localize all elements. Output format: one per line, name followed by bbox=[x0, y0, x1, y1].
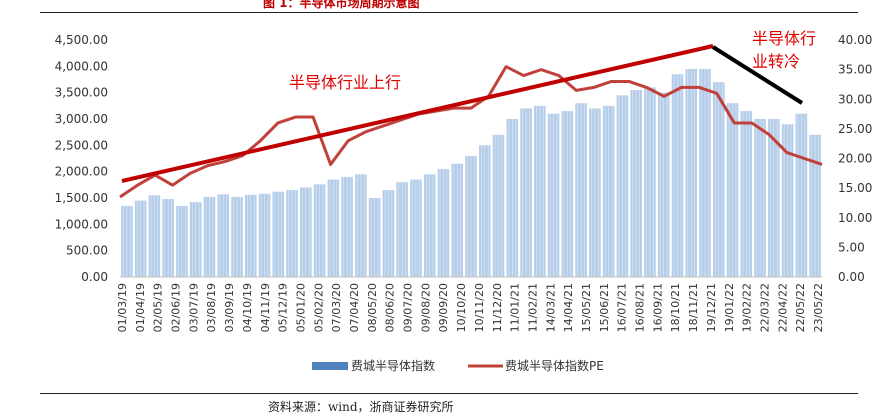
annotation-downcycle-line2: 业转冷 bbox=[752, 52, 800, 71]
x-tick-label: 22/03/22 bbox=[758, 283, 771, 332]
legend-label-index: 费城半导体指数 bbox=[351, 358, 435, 373]
x-tick-label: 05/12/19 bbox=[277, 283, 290, 332]
y-left-tick-label: 4,000.00 bbox=[55, 59, 108, 73]
x-tick-label: 15/06/21 bbox=[598, 283, 611, 332]
y-left-tick-label: 0.00 bbox=[81, 270, 108, 284]
x-tick-label: 01/03/19 bbox=[116, 283, 129, 332]
x-tick-label: 14/04/21 bbox=[562, 283, 575, 332]
y-right-tick-label: 15.00 bbox=[838, 181, 872, 195]
y-left-tick-label: 500.00 bbox=[66, 244, 108, 258]
x-tick-label: 22/05/22 bbox=[794, 283, 807, 332]
legend-swatch-index bbox=[312, 362, 348, 370]
x-tick-label: 09/09/20 bbox=[437, 283, 450, 332]
legend-label-pe: 费城半导体指数PE bbox=[505, 358, 604, 373]
x-tick-label: 01/04/19 bbox=[134, 283, 147, 332]
y-right-tick-label: 20.00 bbox=[838, 152, 872, 166]
x-tick-label: 19/12/21 bbox=[705, 283, 718, 332]
figure-title: 图 1：半导体市场周期示意图 bbox=[263, 0, 420, 10]
uptrend-line bbox=[121, 44, 714, 183]
y-left-tick-label: 4,500.00 bbox=[55, 33, 108, 47]
annotation-downcycle-line1: 半导体行 bbox=[752, 29, 816, 48]
x-tick-label: 03/07/19 bbox=[187, 283, 200, 332]
x-tick-label: 09/08/20 bbox=[419, 283, 432, 332]
x-tick-label: 11/01/21 bbox=[509, 283, 522, 332]
x-tick-label: 14/03/21 bbox=[544, 283, 557, 332]
y-left-tick-label: 3,500.00 bbox=[55, 86, 108, 100]
x-tick-label: 11/02/21 bbox=[526, 283, 539, 332]
x-tick-label: 16/09/21 bbox=[651, 283, 664, 332]
x-tick-label: 09/07/20 bbox=[402, 283, 415, 332]
y-left-tick-label: 1,000.00 bbox=[55, 217, 108, 231]
bottom-rule bbox=[40, 393, 858, 394]
x-tick-label: 07/04/20 bbox=[348, 283, 361, 332]
y-right-tick-label: 40.00 bbox=[838, 33, 872, 47]
source-note: 资料来源：wind，浙商证券研究所 bbox=[268, 400, 454, 414]
x-tick-label: 05/01/20 bbox=[294, 283, 307, 332]
x-tick-label: 03/09/19 bbox=[223, 283, 236, 332]
x-tick-label: 11/12/20 bbox=[491, 283, 504, 332]
y-right-tick-label: 35.00 bbox=[838, 63, 872, 77]
x-tick-label: 19/02/22 bbox=[741, 283, 754, 332]
x-tick-label: 15/05/21 bbox=[580, 283, 593, 332]
pe-line bbox=[119, 65, 823, 199]
x-tick-label: 02/06/19 bbox=[170, 283, 183, 332]
x-tick-label: 22/04/22 bbox=[776, 283, 789, 332]
x-tick-label: 10/10/20 bbox=[455, 283, 468, 332]
x-tick-label: 08/05/20 bbox=[366, 283, 379, 332]
y-left-tick-label: 2,000.00 bbox=[55, 165, 108, 179]
x-tick-label: 18/11/21 bbox=[687, 283, 700, 332]
x-tick-label: 04/10/19 bbox=[241, 283, 254, 332]
x-tick-label: 10/11/20 bbox=[473, 283, 486, 332]
x-tick-label: 04/11/19 bbox=[259, 283, 272, 332]
annotation-upcycle: 半导体行业上行 bbox=[289, 73, 401, 92]
top-rule bbox=[40, 12, 858, 13]
downtrend-line bbox=[711, 45, 804, 105]
x-tick-label: 08/06/20 bbox=[384, 283, 397, 332]
x-tick-label: 05/02/20 bbox=[312, 283, 325, 332]
y-left-tick-label: 2,500.00 bbox=[55, 138, 108, 152]
x-tick-label: 03/08/19 bbox=[205, 283, 218, 332]
x-tick-label: 19/01/22 bbox=[723, 283, 736, 332]
y-right-tick-label: 25.00 bbox=[838, 122, 872, 136]
y-left-tick-label: 1,500.00 bbox=[55, 191, 108, 205]
x-tick-label: 07/03/20 bbox=[330, 283, 343, 332]
y-right-tick-label: 10.00 bbox=[838, 211, 872, 225]
y-right-tick-label: 5.00 bbox=[838, 240, 865, 254]
y-right-tick-label: 30.00 bbox=[838, 92, 872, 106]
y-left-tick-label: 3,000.00 bbox=[55, 112, 108, 126]
x-tick-label: 02/05/19 bbox=[152, 283, 165, 332]
y-right-tick-label: 0.00 bbox=[838, 270, 865, 284]
x-tick-label: 23/05/22 bbox=[812, 283, 825, 332]
x-tick-label: 16/08/21 bbox=[634, 283, 647, 332]
x-tick-label: 18/10/21 bbox=[669, 283, 682, 332]
x-tick-label: 16/07/21 bbox=[616, 283, 629, 332]
